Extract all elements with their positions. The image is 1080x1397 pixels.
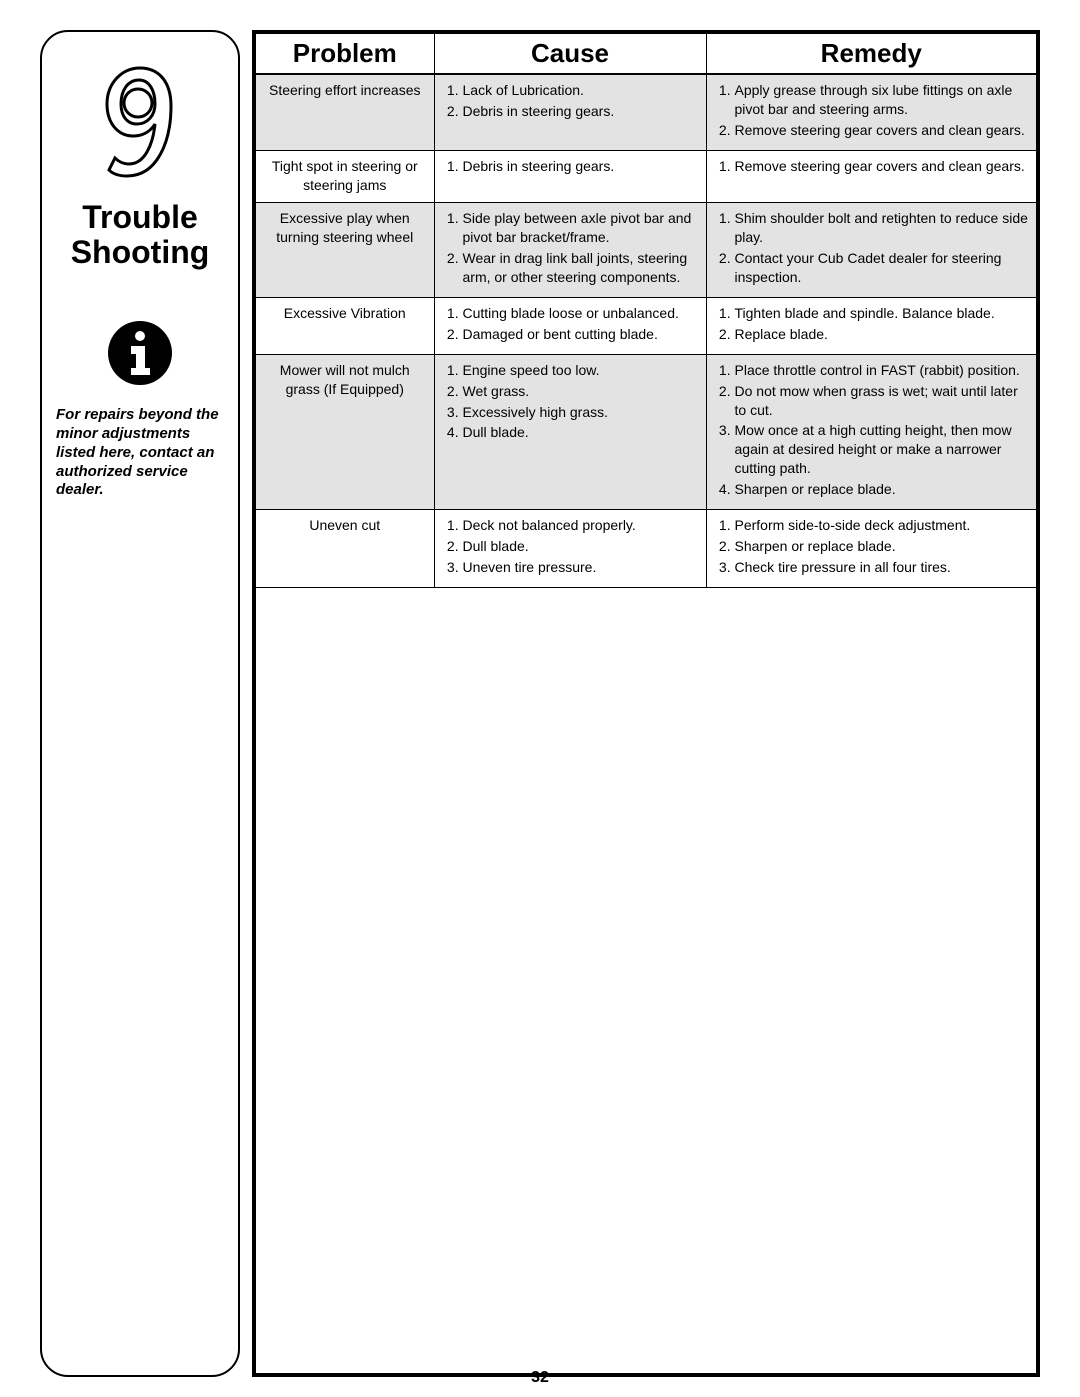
- header-problem: Problem: [256, 34, 434, 74]
- problem-cell: Excessive play when turning steering whe…: [256, 203, 434, 298]
- remedy-item: Remove steering gear covers and clean ge…: [735, 121, 1029, 140]
- remedy-item: Check tire pressure in all four tires.: [735, 558, 1029, 577]
- cause-item: Wet grass.: [463, 382, 698, 401]
- remedy-cell: Apply grease through six lube fittings o…: [706, 74, 1036, 150]
- title-line2: Shooting: [71, 234, 210, 270]
- remedy-item: Remove steering gear covers and clean ge…: [735, 157, 1029, 176]
- remedy-item: Mow once at a high cutting height, then …: [735, 421, 1029, 478]
- cause-item: Debris in steering gears.: [463, 157, 698, 176]
- header-cause: Cause: [434, 34, 706, 74]
- cause-item: Uneven tire pressure.: [463, 558, 698, 577]
- cause-item: Debris in steering gears.: [463, 102, 698, 121]
- troubleshooting-table: Problem Cause Remedy Steering effort inc…: [256, 34, 1036, 588]
- table-row: Mower will not mulch grass (If Equipped)…: [256, 354, 1036, 509]
- cause-item: Wear in drag link ball joints, steering …: [463, 249, 698, 287]
- chapter-number-icon: [95, 62, 185, 182]
- remedy-cell: Place throttle control in FAST (rabbit) …: [706, 354, 1036, 509]
- remedy-item: Shim shoulder bolt and retighten to redu…: [735, 209, 1029, 247]
- cause-item: Side play between axle pivot bar and piv…: [463, 209, 698, 247]
- problem-cell: Steering effort increases: [256, 74, 434, 150]
- cause-cell: Cutting blade loose or unbalanced. Damage…: [434, 298, 706, 355]
- cause-item: Deck not balanced properly.: [463, 516, 698, 535]
- remedy-cell: Shim shoulder bolt and retighten to redu…: [706, 203, 1036, 298]
- remedy-item: Place throttle control in FAST (rabbit) …: [735, 361, 1029, 380]
- cause-item: Engine speed too low.: [463, 361, 698, 380]
- remedy-item: Do not mow when grass is wet; wait until…: [735, 382, 1029, 420]
- header-remedy: Remedy: [706, 34, 1036, 74]
- problem-cell: Uneven cut: [256, 510, 434, 588]
- problem-cell: Tight spot in steering or steering jams: [256, 150, 434, 203]
- title-line1: Trouble: [82, 199, 198, 235]
- cause-item: Dull blade.: [463, 423, 698, 442]
- info-icon: [105, 318, 175, 388]
- page: Trouble Shooting For repairs beyond the …: [0, 0, 1080, 1397]
- remedy-cell: Remove steering gear covers and clean ge…: [706, 150, 1036, 203]
- problem-cell: Excessive Vibration: [256, 298, 434, 355]
- remedy-item: Perform side-to-side deck adjustment.: [735, 516, 1029, 535]
- cause-cell: Deck not balanced properly. Dull blade. Un…: [434, 510, 706, 588]
- cause-cell: Engine speed too low. Wet grass. Excessive…: [434, 354, 706, 509]
- cause-item: Excessively high grass.: [463, 403, 698, 422]
- table-row: Tight spot in steering or steering jams D…: [256, 150, 1036, 203]
- table-row: Steering effort increasesLack of Lubrica…: [256, 74, 1036, 150]
- remedy-item: Tighten blade and spindle. Balance blade…: [735, 304, 1029, 323]
- remedy-item: Apply grease through six lube fittings o…: [735, 81, 1029, 119]
- sidebar: Trouble Shooting For repairs beyond the …: [40, 30, 240, 1377]
- cause-cell: Debris in steering gears.: [434, 150, 706, 203]
- table-row: Uneven cut Deck not balanced properly. Dul…: [256, 510, 1036, 588]
- remedy-cell: Perform side-to-side deck adjustment. Sha…: [706, 510, 1036, 588]
- remedy-item: Sharpen or replace blade.: [735, 537, 1029, 556]
- section-title: Trouble Shooting: [71, 200, 210, 270]
- table-header-row: Problem Cause Remedy: [256, 34, 1036, 74]
- cause-cell: Lack of Lubrication. Debris in steering g…: [434, 74, 706, 150]
- cause-item: Lack of Lubrication.: [463, 81, 698, 100]
- remedy-item: Contact your Cub Cadet dealer for steeri…: [735, 249, 1029, 287]
- remedy-item: Replace blade.: [735, 325, 1029, 344]
- table-row: Excessive VibrationCutting blade loose o…: [256, 298, 1036, 355]
- table-row: Excessive play when turning steering whe…: [256, 203, 1036, 298]
- remedy-item: Sharpen or replace blade.: [735, 480, 1029, 499]
- cause-item: Dull blade.: [463, 537, 698, 556]
- remedy-cell: Tighten blade and spindle. Balance blade…: [706, 298, 1036, 355]
- main-panel: Problem Cause Remedy Steering effort inc…: [252, 30, 1040, 1377]
- cause-item: Damaged or bent cutting blade.: [463, 325, 698, 344]
- page-number: 32: [0, 1369, 1080, 1387]
- cause-item: Cutting blade loose or unbalanced.: [463, 304, 698, 323]
- cause-cell: Side play between axle pivot bar and piv…: [434, 203, 706, 298]
- problem-cell: Mower will not mulch grass (If Equipped): [256, 354, 434, 509]
- sidebar-note: For repairs beyond the minor adjustments…: [56, 406, 224, 500]
